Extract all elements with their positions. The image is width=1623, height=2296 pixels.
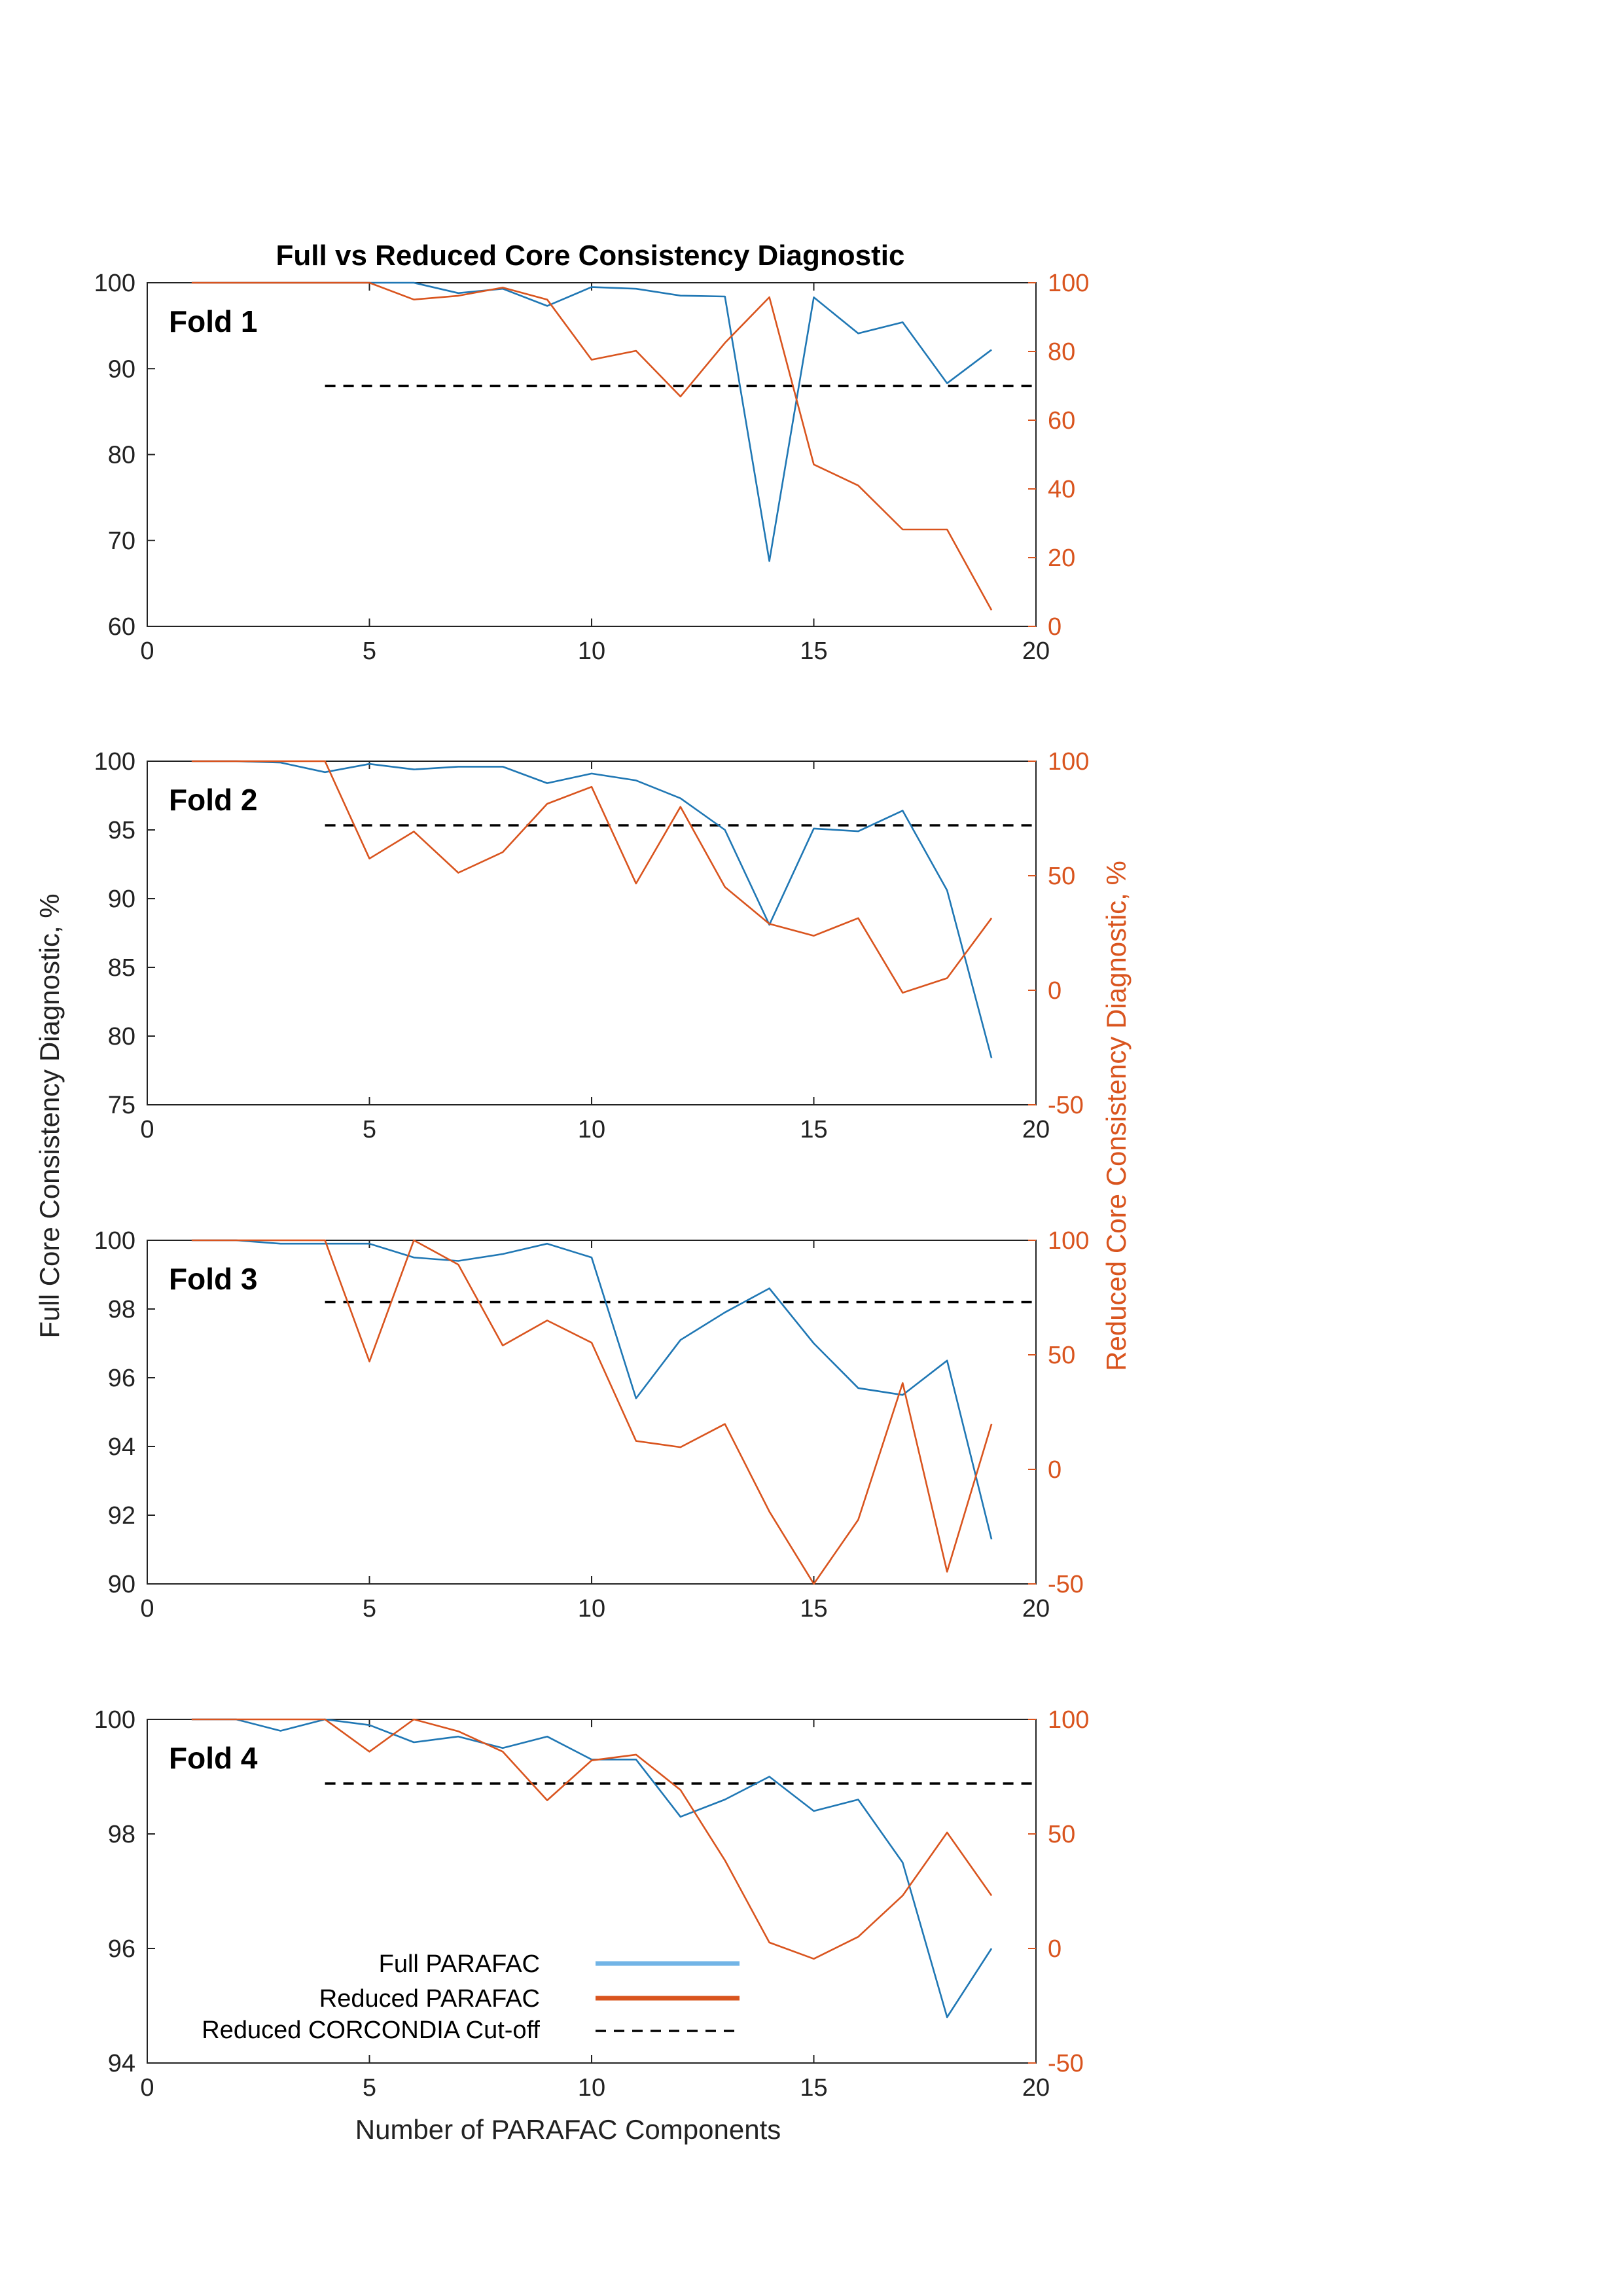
x-tick-label: 15 [800, 1595, 827, 1623]
plot-frame [147, 1719, 1037, 2064]
x-tick-label: 15 [800, 1116, 827, 1143]
reduced-parafac-line [191, 760, 993, 994]
right-y-tick-label: 100 [1048, 1227, 1089, 1255]
reduced-parafac-line [191, 281, 993, 611]
full-parafac-line [191, 1239, 993, 1540]
legend-label-cutoff: Reduced CORCONDIA Cut-off [202, 2017, 540, 2044]
x-tick-label: 0 [140, 1595, 154, 1623]
plot-frame [147, 1240, 1037, 1585]
left-y-tick-label: 95 [108, 817, 135, 844]
left-y-tick-label: 90 [108, 355, 135, 383]
panel-label: Fold 4 [169, 1741, 258, 1775]
x-tick-label: 5 [363, 1116, 376, 1143]
right-y-tick-label: 0 [1048, 1935, 1061, 1963]
right-y-tick-label: 50 [1048, 1821, 1075, 1848]
left-y-tick-label: 94 [108, 1433, 135, 1461]
x-tick-label: 20 [1022, 1595, 1050, 1623]
legend-label-full: Full PARAFAC [379, 1950, 540, 1978]
left-y-tick-label: 60 [108, 613, 135, 641]
x-tick-label: 10 [578, 1116, 605, 1143]
x-tick-label: 0 [140, 1116, 154, 1143]
x-axis-label: Number of PARAFAC Components [355, 2114, 781, 2145]
left-y-tick-label: 98 [108, 1296, 135, 1323]
left-y-tick-label: 80 [108, 1023, 135, 1050]
left-y-tick-label: 85 [108, 954, 135, 982]
left-y-tick-label: 70 [108, 528, 135, 555]
right-y-tick-label: 50 [1048, 1342, 1075, 1369]
x-tick-label: 20 [1022, 637, 1050, 665]
left-y-tick-label: 100 [94, 270, 135, 297]
x-tick-label: 15 [800, 2074, 827, 2102]
right-y-tick-label: 100 [1048, 1706, 1089, 1734]
right-y-tick-label: -50 [1048, 1571, 1084, 1598]
left-y-tick-label: 80 [108, 442, 135, 469]
right-y-tick-label: 60 [1048, 407, 1075, 435]
panel-fold-2: 0 5 10 15 20 75 80 85 90 95 100 -50 0 50 100 Fold 2 [94, 748, 1090, 1143]
right-y-tick-label: 0 [1048, 613, 1061, 641]
legend-label-reduced: Reduced PARAFAC [319, 1985, 540, 2013]
right-y-tick-label: 20 [1048, 545, 1075, 572]
panel-fold-3: 0 5 10 15 20 90 92 94 96 98 100 -50 0 50 100 Fold 3 [94, 1227, 1090, 1623]
left-y-tick-label: 100 [94, 748, 135, 776]
x-tick-label: 10 [578, 637, 605, 665]
x-tick-label: 0 [140, 2074, 154, 2102]
right-axis-label: Reduced Core Consistency Diagnostic, % [1101, 861, 1132, 1371]
right-y-tick-label: -50 [1048, 1092, 1084, 1119]
right-y-tick-label: 0 [1048, 1456, 1061, 1484]
right-y-tick-label: 100 [1048, 748, 1089, 776]
reduced-parafac-line [191, 1718, 993, 1960]
plot-frame [147, 282, 1037, 627]
panel-fold-4: 0 5 10 15 20 94 96 98 100 -50 0 50 100 Fold 4 [94, 1706, 1090, 2102]
left-y-tick-label: 96 [108, 1365, 135, 1392]
reduced-parafac-line [191, 1239, 993, 1585]
legend: Full PARAFAC Reduced PARAFAC Reduced COR… [202, 1950, 740, 2044]
right-y-tick-label: 0 [1048, 977, 1061, 1005]
right-y-tick-label: 100 [1048, 270, 1089, 297]
x-tick-label: 5 [363, 637, 376, 665]
left-y-tick-label: 100 [94, 1706, 135, 1734]
full-parafac-line [191, 281, 992, 562]
left-y-tick-label: 96 [108, 1935, 135, 1963]
left-y-tick-label: 98 [108, 1821, 135, 1848]
x-tick-label: 5 [363, 2074, 376, 2102]
right-y-tick-label: 80 [1048, 338, 1075, 366]
plot-frame [147, 761, 1037, 1105]
panel-label: Fold 1 [169, 304, 257, 338]
left-y-tick-label: 90 [108, 886, 135, 913]
left-y-tick-label: 100 [94, 1227, 135, 1255]
x-tick-label: 5 [363, 1595, 376, 1623]
x-tick-label: 0 [140, 637, 154, 665]
panel-label: Fold 2 [169, 783, 257, 817]
right-y-tick-label: 40 [1048, 476, 1075, 503]
x-tick-label: 20 [1022, 2074, 1050, 2102]
left-y-tick-label: 92 [108, 1502, 135, 1530]
right-y-tick-label: -50 [1048, 2050, 1084, 2077]
figure-title: Full vs Reduced Core Consistency Diagnos… [276, 240, 905, 272]
full-parafac-line [191, 1718, 993, 2018]
panel-label: Fold 3 [169, 1262, 257, 1296]
x-tick-label: 20 [1022, 1116, 1050, 1143]
x-tick-label: 15 [800, 637, 827, 665]
x-tick-label: 10 [578, 1595, 605, 1623]
left-y-tick-label: 75 [108, 1092, 135, 1119]
right-y-tick-label: 50 [1048, 863, 1075, 890]
left-y-tick-label: 90 [108, 1571, 135, 1598]
left-y-tick-label: 94 [108, 2050, 135, 2077]
left-axis-label: Full Core Consistency Diagnostic, % [34, 893, 65, 1338]
full-parafac-line [191, 760, 993, 1058]
x-tick-label: 10 [578, 2074, 605, 2102]
